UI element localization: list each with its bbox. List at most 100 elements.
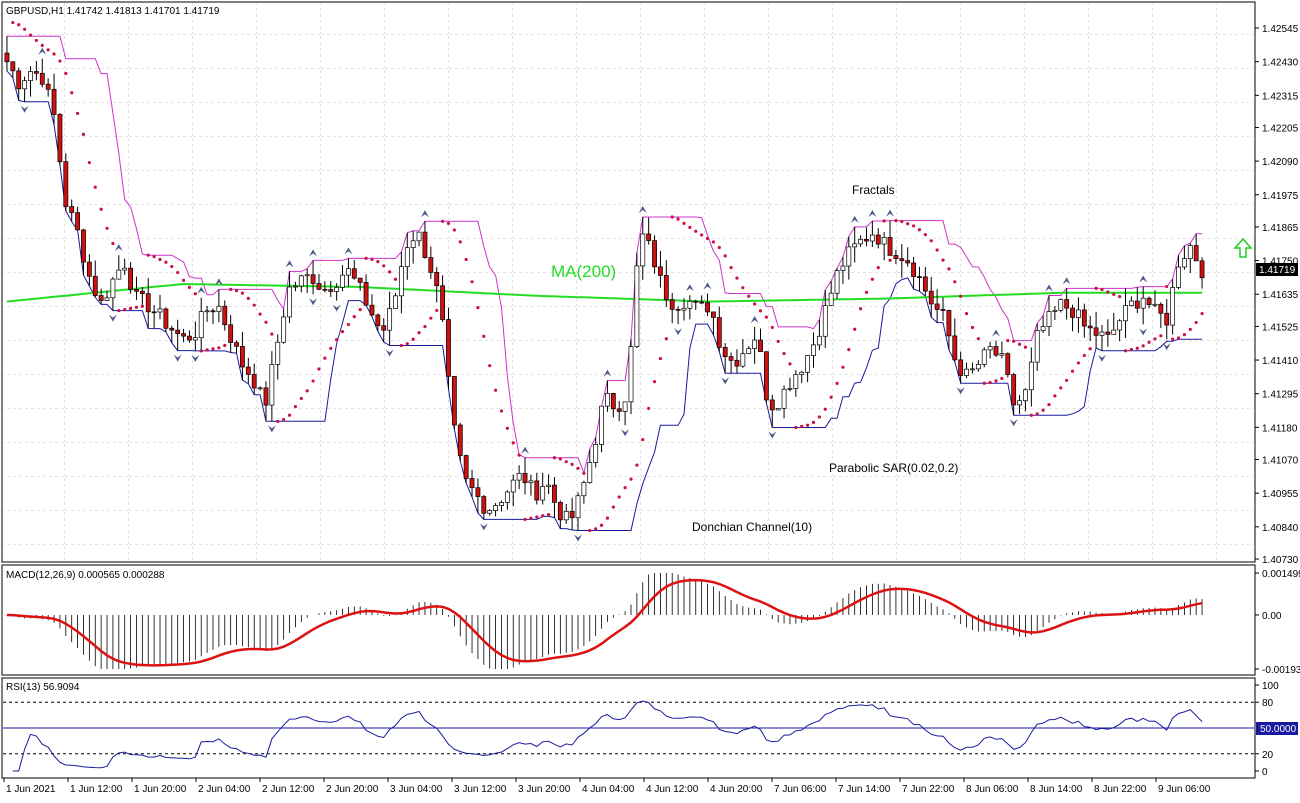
sar-dot	[287, 413, 292, 417]
sar-dot	[900, 219, 904, 224]
candle-body	[822, 305, 828, 337]
sar-dot	[240, 291, 245, 295]
sar-dot	[1123, 349, 1128, 353]
sar-dot	[546, 513, 551, 517]
sar-dot	[764, 315, 768, 319]
candle-body	[499, 502, 504, 506]
sar-dot	[417, 331, 421, 335]
candle-body	[228, 324, 234, 343]
fractal-up-icon	[850, 215, 859, 223]
price-tick-label: 1.41410	[1262, 356, 1299, 367]
sar-dot	[841, 365, 845, 369]
sar-dot	[1118, 295, 1122, 299]
sar-dot	[947, 267, 951, 271]
sar-dot	[382, 264, 386, 268]
sar-dot	[735, 276, 739, 280]
macd-series	[6, 573, 1203, 669]
candle-body	[970, 368, 975, 371]
price-tick-label: 1.41975	[1262, 191, 1299, 202]
fractal-up-icon	[703, 282, 712, 290]
price-tick-label: 1.41295	[1262, 390, 1299, 401]
sar-dot	[847, 348, 851, 352]
candle-body	[1199, 260, 1205, 279]
sar-dot	[670, 215, 674, 219]
sar-dot	[293, 404, 298, 409]
candle-body	[711, 311, 716, 318]
sar-dot	[617, 495, 621, 499]
candle-body	[716, 317, 722, 348]
candle-body	[316, 283, 322, 290]
time-axis: 1 Jun 2021 1 Jun 12:00 1 Jun 20:00 2 Jun 04…	[3, 778, 1211, 795]
sar-dot	[1041, 408, 1045, 412]
candle-body	[345, 268, 351, 276]
sar-dot	[959, 294, 963, 298]
candle-body	[569, 511, 575, 519]
candle-body	[322, 288, 328, 291]
sar-dot	[75, 111, 80, 115]
candle-body	[310, 274, 316, 284]
macd-panel[interactable]	[1, 564, 1256, 676]
sar-dot	[864, 290, 869, 295]
candle-body	[828, 292, 834, 306]
candle-body	[746, 348, 752, 355]
price-tick-label: 1.40730	[1262, 555, 1299, 566]
candle-body	[434, 272, 440, 287]
macd-tick-label: 0.00	[1262, 611, 1282, 622]
fractal-down-icon	[267, 425, 276, 433]
ma-annotation: MA(200)	[551, 262, 616, 281]
price-tick-label: 1.40840	[1262, 523, 1299, 534]
sar-dot	[682, 221, 686, 225]
candle-body	[681, 307, 687, 311]
candle-body	[928, 290, 934, 305]
sar-dot	[823, 407, 827, 411]
time-tick-label: 2 Jun 04:00	[198, 784, 251, 795]
fractal-up-icon	[114, 244, 123, 252]
sar-dot	[28, 33, 33, 37]
candle-body	[275, 341, 281, 365]
sar-dot	[488, 364, 492, 368]
candle-body	[116, 269, 122, 280]
time-tick-label: 3 Jun 12:00	[454, 784, 507, 795]
sar-dot	[393, 277, 398, 281]
rsi-tick-label: 100	[1262, 681, 1279, 692]
sar-dot	[217, 346, 221, 350]
fractal-up-icon	[521, 446, 530, 454]
candle-body	[263, 387, 269, 406]
time-tick-label: 9 Jun 06:00	[1158, 784, 1211, 795]
sar-dot	[564, 460, 568, 464]
price-tick-label: 1.42090	[1262, 157, 1299, 168]
candle-body	[1052, 309, 1058, 312]
fractal-down-icon	[1139, 328, 1148, 336]
candle-body	[104, 297, 110, 301]
candle-body	[293, 285, 298, 288]
sar-dot	[305, 389, 309, 393]
sar-dot	[1129, 347, 1134, 352]
candle-body	[758, 339, 763, 353]
sar-dot	[476, 306, 480, 310]
sar-dot	[128, 306, 133, 310]
fractal-down-icon	[479, 523, 488, 531]
sar-dot	[982, 381, 986, 385]
sar-dot	[1165, 284, 1169, 289]
sar-dot	[723, 254, 727, 258]
macd-tick-label: 0.001499	[1262, 569, 1300, 580]
price-tick-label: 1.41865	[1262, 223, 1299, 234]
candle-body	[905, 260, 911, 264]
candle-body	[622, 401, 628, 412]
candle-body	[1005, 353, 1011, 375]
candle-body	[446, 319, 451, 377]
macd-signal-line	[6, 578, 1203, 667]
fractal-up-icon	[992, 329, 1001, 337]
candle-body	[416, 231, 422, 242]
sar-dot	[87, 160, 91, 165]
candle-body	[463, 455, 469, 479]
candle-body	[816, 335, 822, 346]
rsi-tick-label: 0	[1262, 767, 1268, 778]
sar-dot	[576, 466, 580, 470]
candle-body	[634, 265, 640, 347]
candle-body	[616, 408, 622, 412]
sar-dot	[894, 219, 898, 223]
candle-body	[610, 392, 616, 410]
ma200-line	[6, 282, 1203, 303]
